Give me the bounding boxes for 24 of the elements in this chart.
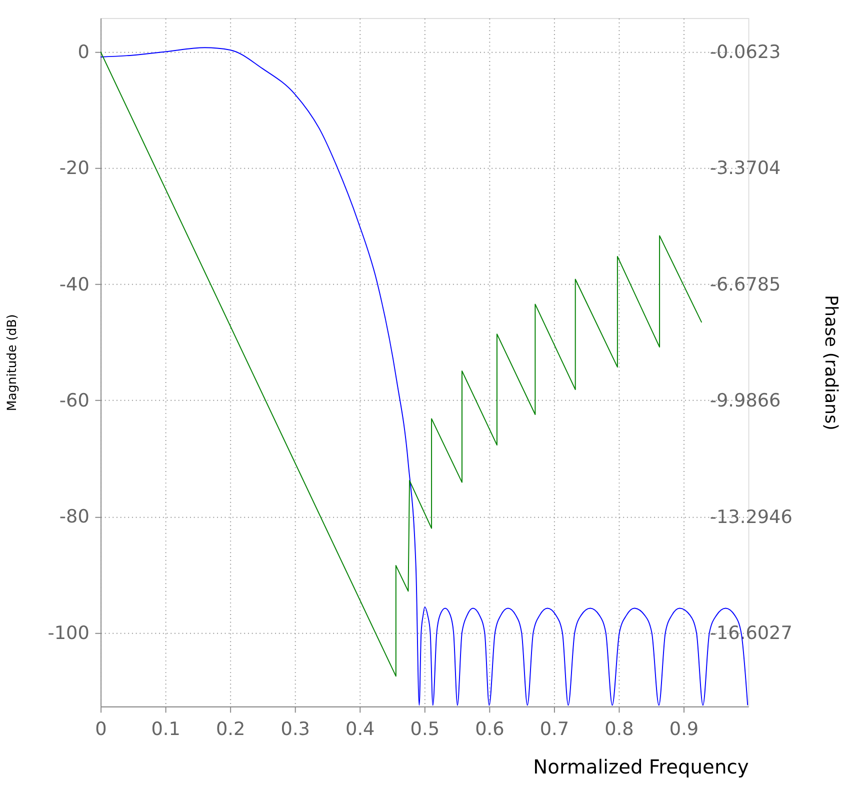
x-tick-label: 0.1 [151, 718, 180, 740]
y2-tick-label: -0.0623 [710, 42, 781, 64]
x-tick-label: 0.8 [604, 718, 634, 740]
x-tick-label: 0.4 [346, 718, 375, 740]
y2-tick-label: -3.3704 [710, 158, 781, 180]
x-tick-label: 0.6 [475, 718, 504, 740]
x-tick-label: 0.3 [280, 718, 310, 740]
y2-tick-label: -6.6785 [710, 274, 781, 296]
x-axis-title: Normalized Frequency [533, 756, 749, 779]
y-tick-label: 0 [78, 42, 90, 64]
y-tick-label: -100 [48, 622, 90, 644]
y2-axis-title: Phase (radians) [820, 294, 840, 430]
y2-tick-label: -13.2946 [710, 506, 792, 528]
x-tick-label: 0 [95, 718, 107, 740]
y2-tick-label: -9.9866 [710, 390, 781, 412]
y-tick-label: -40 [59, 274, 90, 296]
y-tick-label: -80 [59, 506, 90, 528]
y-tick-label: -60 [59, 390, 90, 412]
y-axis-title: Magnitude (dB) [4, 314, 19, 412]
x-tick-label: 0.9 [669, 718, 699, 740]
x-tick-label: 0.7 [540, 718, 570, 740]
x-tick-label: 0.5 [410, 718, 440, 740]
y-tick-label: -20 [59, 158, 90, 180]
x-tick-label: 0.2 [216, 718, 246, 740]
